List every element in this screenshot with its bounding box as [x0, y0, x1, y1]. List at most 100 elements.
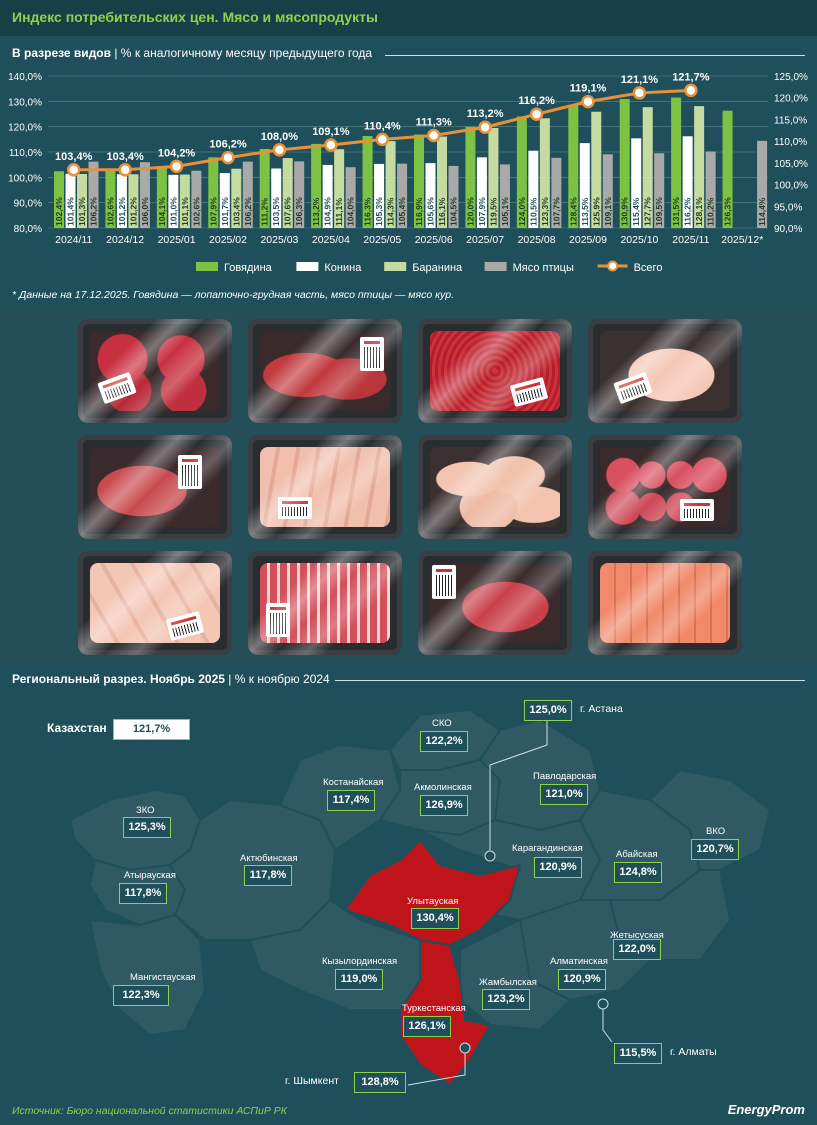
- bar-data-label: 103,4%: [231, 197, 241, 226]
- bar: [231, 168, 242, 228]
- bar: [345, 167, 356, 228]
- section-map-title: Региональный разрез. Ноябрь 2025: [12, 672, 225, 686]
- bar: [156, 166, 167, 228]
- tray-ground-meat: [418, 319, 572, 423]
- region-almaty-city-name: г. Алматы: [670, 1046, 717, 1058]
- line-point: [66, 163, 81, 177]
- bar-data-label: 105,6%: [426, 197, 436, 226]
- bar-data-label: 109,1%: [603, 197, 613, 226]
- shymkent-marker: [459, 1042, 471, 1054]
- bar-data-label: 110,2%: [706, 197, 716, 226]
- bar-data-label: 116,2%: [683, 197, 693, 226]
- bar-data-label: 101,0%: [168, 197, 178, 226]
- bar: [499, 164, 510, 228]
- line-data-label: 113,2%: [467, 108, 504, 120]
- x-tick-label: 2025/03: [260, 234, 298, 246]
- bar-data-label: 110,5%: [528, 197, 538, 226]
- bar-data-label: 124,0%: [517, 197, 527, 226]
- bar: [311, 143, 322, 228]
- bar-data-label: 107,9%: [208, 197, 218, 226]
- tray-sausages: [588, 551, 742, 655]
- y-tick-left: 100,0%: [8, 173, 42, 184]
- bar: [322, 164, 333, 228]
- bar-data-label: 101,3%: [77, 197, 87, 226]
- y-tick-left: 110,0%: [9, 148, 42, 159]
- shymkent-leader: [407, 1048, 466, 1086]
- bar-data-label: 126,3%: [723, 197, 733, 226]
- bar: [128, 174, 139, 228]
- y-tick-right: 95,0%: [774, 202, 802, 213]
- bar-data-label: 104,5%: [449, 197, 459, 226]
- region-kyzylorda-name: Кызылординская: [322, 956, 398, 967]
- astana-leader: [489, 717, 548, 850]
- bar-data-label: 125,9%: [591, 197, 601, 226]
- bar: [705, 151, 716, 228]
- y-tick-right: 120,0%: [774, 94, 808, 105]
- region-almaty-name: Алматинская: [550, 956, 608, 967]
- x-tick-label: 2024/12: [106, 234, 144, 246]
- bar: [465, 126, 476, 228]
- bar-data-label: 113,2%: [311, 197, 321, 226]
- region-abay-name: Абайская: [616, 849, 658, 860]
- x-tick-label: 2025/09: [569, 234, 607, 246]
- line-point: [684, 83, 698, 98]
- region-kostanay-value: 117,4%: [327, 790, 375, 811]
- region-ulytau-name: Улытауская: [407, 896, 459, 907]
- bar: [334, 149, 345, 228]
- y-tick-right: 125,0%: [774, 72, 808, 83]
- bar-data-label: 111,1%: [334, 198, 344, 226]
- y-tick-right: 90,0%: [774, 224, 802, 235]
- bar-data-label: 116,1%: [437, 197, 447, 226]
- line-data-label: 121,7%: [672, 71, 710, 83]
- tray-whole-chicken: [588, 319, 742, 423]
- bar: [271, 168, 282, 228]
- region-zhambyl-value: 123,2%: [482, 989, 530, 1010]
- x-tick-label: 2025/04: [312, 234, 350, 246]
- region-atyrau-name: Атырауская: [124, 870, 176, 881]
- section-chart-subtitle: | % к аналогичному месяцу предыдущего го…: [114, 46, 373, 60]
- tray-chicken-fillets: [248, 435, 402, 539]
- line-point: [324, 138, 338, 152]
- region-turkestan-name: Туркестанская: [402, 1003, 466, 1014]
- meat-photo-collage: [0, 307, 817, 665]
- legend-entry: Баранина: [412, 262, 463, 274]
- line-point: [169, 159, 184, 174]
- legend-swatch: [384, 262, 407, 271]
- header-bar: Индекс потребительских цен. Мясо и мясоп…: [0, 0, 817, 36]
- bar: [516, 116, 527, 228]
- region-sko-name: СКО: [432, 718, 452, 729]
- tray-minced-patties: [78, 319, 232, 423]
- bar-data-label: 102,6%: [191, 197, 201, 226]
- bar: [374, 163, 385, 228]
- bar-data-label: 113,5%: [580, 197, 590, 226]
- bar-data-label: 101,2%: [128, 197, 138, 226]
- y-tick-right: 100,0%: [774, 181, 808, 192]
- bar-data-label: 107,9%: [477, 197, 487, 226]
- chart-footnote: * Данные на 17.12.2025. Говядина — лопат…: [12, 289, 455, 301]
- region-zko-value: 125,3%: [123, 817, 171, 838]
- bar-data-label: 105,4%: [397, 197, 407, 226]
- bar: [757, 140, 768, 228]
- tray-bacon: [248, 551, 402, 655]
- bar-data-label: 102,6%: [105, 197, 115, 226]
- bar-data-label: 107,6%: [283, 197, 293, 226]
- tray-chicken-legs: [78, 551, 232, 655]
- legend-entry: Мясо птицы: [513, 262, 574, 274]
- tray-chicken-wings: [418, 435, 572, 539]
- almaty-marker: [597, 998, 609, 1010]
- bar: [568, 105, 579, 228]
- region-karaganda-name: Карагандинская: [512, 843, 583, 854]
- bar: [682, 136, 693, 228]
- bar: [54, 171, 64, 228]
- bar: [77, 174, 87, 228]
- bar-data-label: 107,7%: [551, 197, 561, 226]
- region-pavlodar-name: Павлодарская: [533, 771, 597, 782]
- legend-swatch-point: [607, 260, 619, 272]
- y-tick-right: 110,0%: [774, 137, 807, 148]
- tray-steaks: [248, 319, 402, 423]
- bar: [105, 170, 116, 228]
- region-ulytau-value: 130,4%: [411, 908, 459, 929]
- region-mangistau-name: Мангистауская: [130, 972, 196, 983]
- bar: [385, 141, 396, 228]
- bar: [139, 162, 150, 228]
